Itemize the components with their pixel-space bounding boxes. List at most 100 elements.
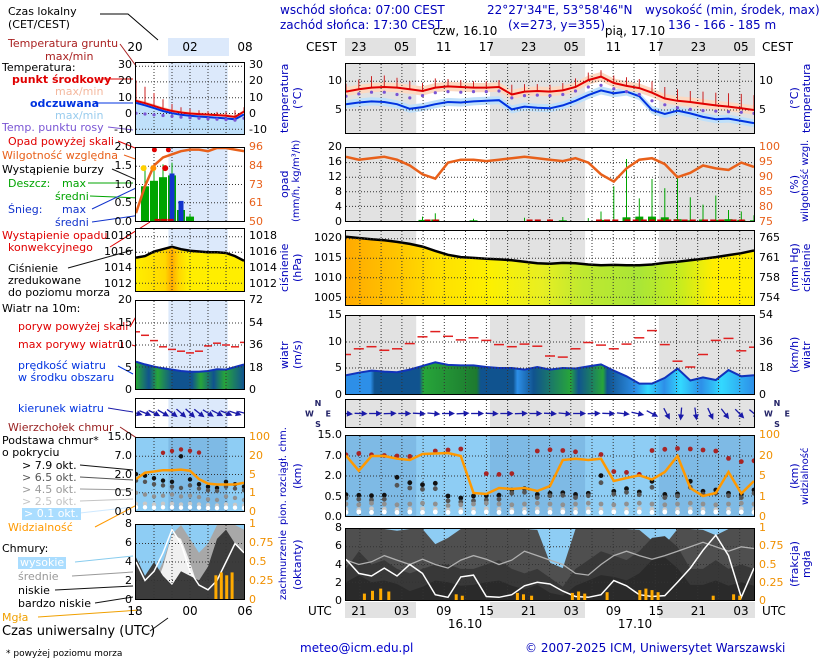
day1-bottom-label: 16.10	[447, 617, 483, 631]
cest-right-label: CEST	[762, 40, 793, 54]
main-bottom-time-axis: 21 03 09 15 21 03 09 15 21 03	[345, 602, 755, 618]
axis-tick-label: 0	[759, 594, 766, 607]
axis-tick-label: 0.5	[324, 489, 343, 503]
axis-tick-label: 73	[249, 177, 263, 191]
storm-mark-red	[162, 165, 169, 172]
legend-precip-above-scale: Opad powyżej skali	[8, 135, 114, 148]
night-shading-band	[168, 38, 229, 56]
time-tick-label: 23	[521, 40, 537, 54]
wind-direction-mini-strip	[135, 398, 245, 428]
axis-tick-label: 5	[759, 103, 766, 117]
axis-tick-label: 0.0	[114, 505, 133, 518]
legend-fog: Mgła	[2, 611, 29, 624]
legend-pressure-2: zredukowane	[8, 274, 81, 287]
compass-south: S	[315, 420, 321, 429]
axis-label-visibility-right: widzialność	[800, 447, 811, 505]
storm-mark-yellow	[140, 165, 147, 172]
axis-tick-label: 1014	[249, 261, 277, 274]
precipitation-main-chart	[345, 147, 755, 222]
axis-tick-label: 0.75	[759, 539, 784, 553]
temperature-main-left-ticks: 10 5	[301, 63, 342, 134]
axis-tick-label: 30	[118, 58, 132, 72]
night-shading-band	[489, 38, 586, 56]
legend-dew-point: Temp. punktu rosy	[2, 121, 104, 134]
legend-clouds: Chmury:	[2, 542, 49, 555]
axis-tick-label: 15.0	[107, 430, 133, 443]
time-tick-label: 23	[690, 40, 707, 54]
grid-xy-label: (x=273, y=355)	[508, 18, 606, 32]
axis-tick-label: 15.0	[317, 428, 343, 441]
axis-tick-label: 4	[335, 557, 342, 571]
sunrise-label: wschód słońca: 07:00 CEST	[280, 3, 445, 17]
axis-tick-label: 761	[759, 251, 780, 264]
cloud-base-45	[136, 490, 244, 503]
axis-tick-label: 0	[335, 215, 342, 228]
night-shading-band	[345, 602, 416, 618]
legend-gust-above-scale: poryw powyżej skali	[18, 320, 129, 333]
legend-pressure-1: Ciśnienie	[8, 262, 59, 275]
axis-tick-label: 0.0	[324, 510, 343, 523]
compass-east: E	[784, 409, 790, 419]
time-tick-label: 21	[521, 604, 537, 618]
legend-visibility: Widzialność	[8, 521, 73, 534]
mid-cloud-line	[346, 541, 754, 576]
time-tick-label: 06	[237, 604, 253, 618]
low-cloud-area	[346, 557, 754, 600]
precipitation-mini-right-ticks: 96 84 73 61 50	[249, 141, 285, 228]
axis-tick-label: 1014	[104, 261, 132, 274]
legend-feels-maxmin: max/min	[55, 109, 104, 122]
axis-tick-label: 1016	[104, 245, 132, 258]
axis-tick-label: 5	[125, 360, 132, 374]
axis-tick-label: 0	[249, 383, 256, 396]
axis-tick-label: 2.0	[114, 467, 133, 481]
legend-okta-01: > 0.1 okt.	[22, 507, 81, 520]
compass-east: E	[325, 409, 331, 419]
axis-tick-label: 10	[328, 334, 342, 348]
local-time-label: Czas lokalny	[8, 5, 77, 18]
axis-tick-label: 0	[335, 388, 342, 401]
elevation-title: wysokość (min, środek, max)	[645, 3, 820, 17]
axis-tick-label: 20	[118, 74, 132, 88]
axis-tick-label: 0	[249, 505, 256, 518]
mini-top-time-axis: 20 02 08	[127, 38, 253, 56]
time-tick-label: 15	[648, 604, 664, 618]
main-top-time-axis: 23 05 11 17 23 05 11 17 23 05	[345, 38, 755, 56]
axis-tick-label: 0	[249, 593, 256, 606]
axis-tick-label: 4	[125, 555, 132, 568]
axis-tick-label: 100	[249, 430, 270, 443]
temperature-mini-right-ticks: 30 20 10 0 -10	[249, 59, 285, 136]
cover-mini-right-ticks: 1 0.75 0.5 0.25 0	[249, 518, 285, 606]
axis-tick-label: 1.0	[114, 177, 133, 191]
compass-rose-left: N E S W	[305, 399, 331, 429]
pressure-mini-chart	[135, 228, 245, 292]
axis-tick-label: 754	[759, 291, 780, 304]
clouds-mini-right-ticks: 100 20 5 1 0	[249, 431, 285, 518]
legend-rain: Deszcz:	[8, 177, 51, 190]
legend-cloud-base-2: o pokryciu	[2, 446, 60, 459]
time-tick-label: 15	[478, 604, 495, 618]
clouds-mini-left-ticks: 15.0 7.0 2.0 0.5 0.0	[96, 431, 133, 518]
sunset-label: zachód słońca: 17:30 CEST	[280, 18, 443, 32]
legend-snow: Śnieg:	[8, 203, 43, 216]
night-shading-band	[659, 602, 755, 618]
axis-tick-label: 2.0	[114, 140, 133, 153]
axis-tick-label: 0.5	[759, 557, 777, 571]
legend-rain-max: max	[62, 177, 86, 190]
time-tick-label: 17	[648, 40, 664, 54]
wind-mini-right-ticks: 72 54 36 18 0	[249, 294, 285, 396]
axis-tick-label: 5	[249, 467, 256, 481]
mini-bottom-time-axis: 18 00 06	[127, 602, 252, 618]
axis-tick-label: 10	[118, 338, 132, 351]
time-tick-label: 03	[563, 604, 579, 618]
legend-temp-maxmin: max/min	[55, 85, 104, 98]
axis-label-fog-right: mgła	[800, 550, 813, 579]
wind-direction-arrows	[136, 408, 244, 418]
temperature-mini-left-ticks: 30 20 10 0 -10	[96, 58, 132, 136]
wind-gusts	[136, 331, 244, 354]
legend-clouds-mid: średnie	[18, 570, 59, 583]
axis-tick-label: 0	[125, 106, 132, 120]
day1-top-label: czw, 16.10	[432, 24, 498, 38]
contact-email-link[interactable]: meteo@icm.edu.pl	[300, 641, 414, 655]
fog-bars	[362, 588, 742, 600]
precipitation-mini-chart	[135, 147, 245, 222]
